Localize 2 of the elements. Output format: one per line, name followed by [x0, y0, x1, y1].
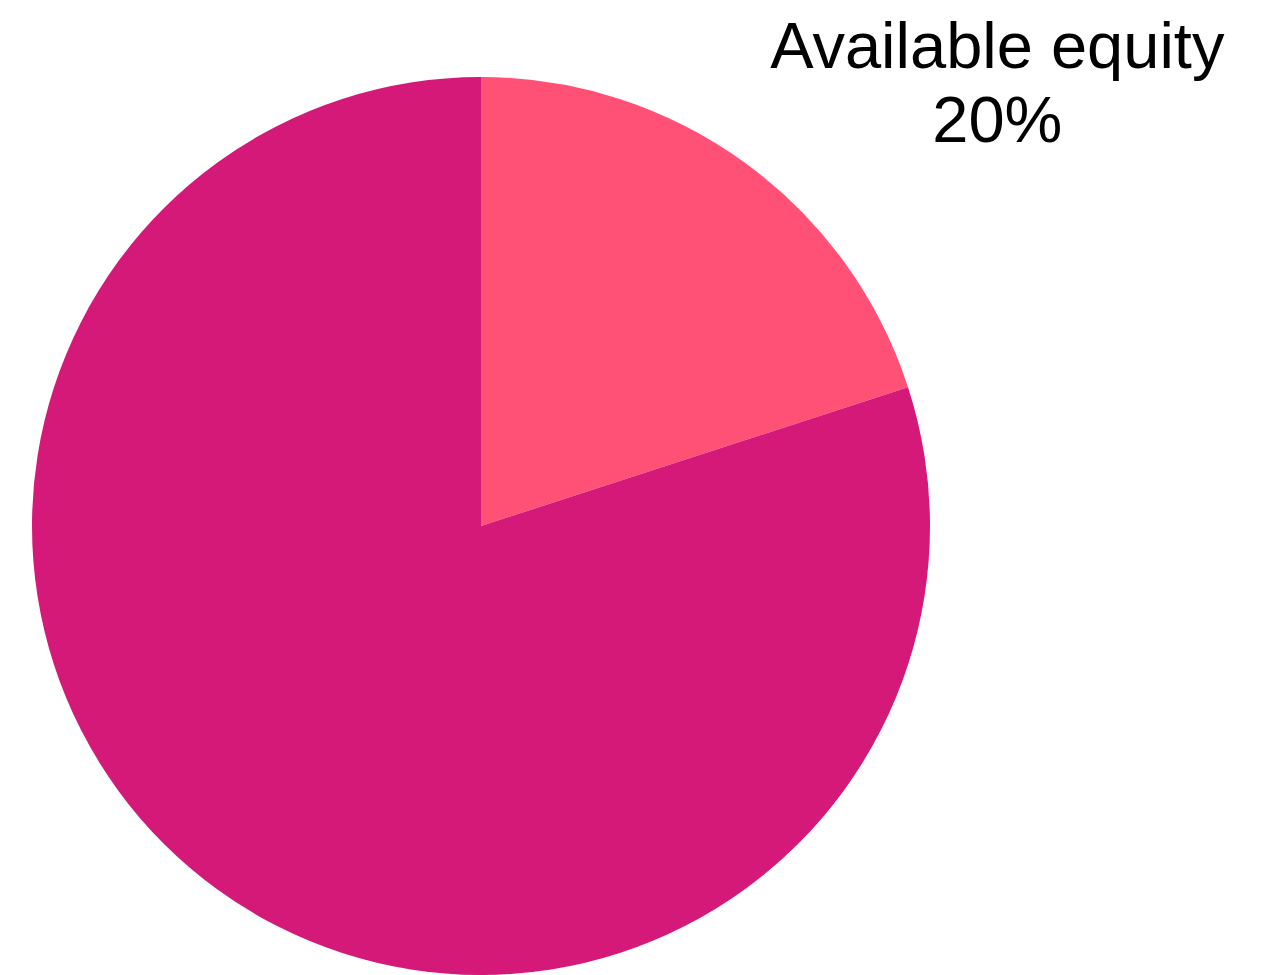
data-label: 20% [932, 83, 1063, 156]
slice-label: Available equity [770, 9, 1225, 82]
